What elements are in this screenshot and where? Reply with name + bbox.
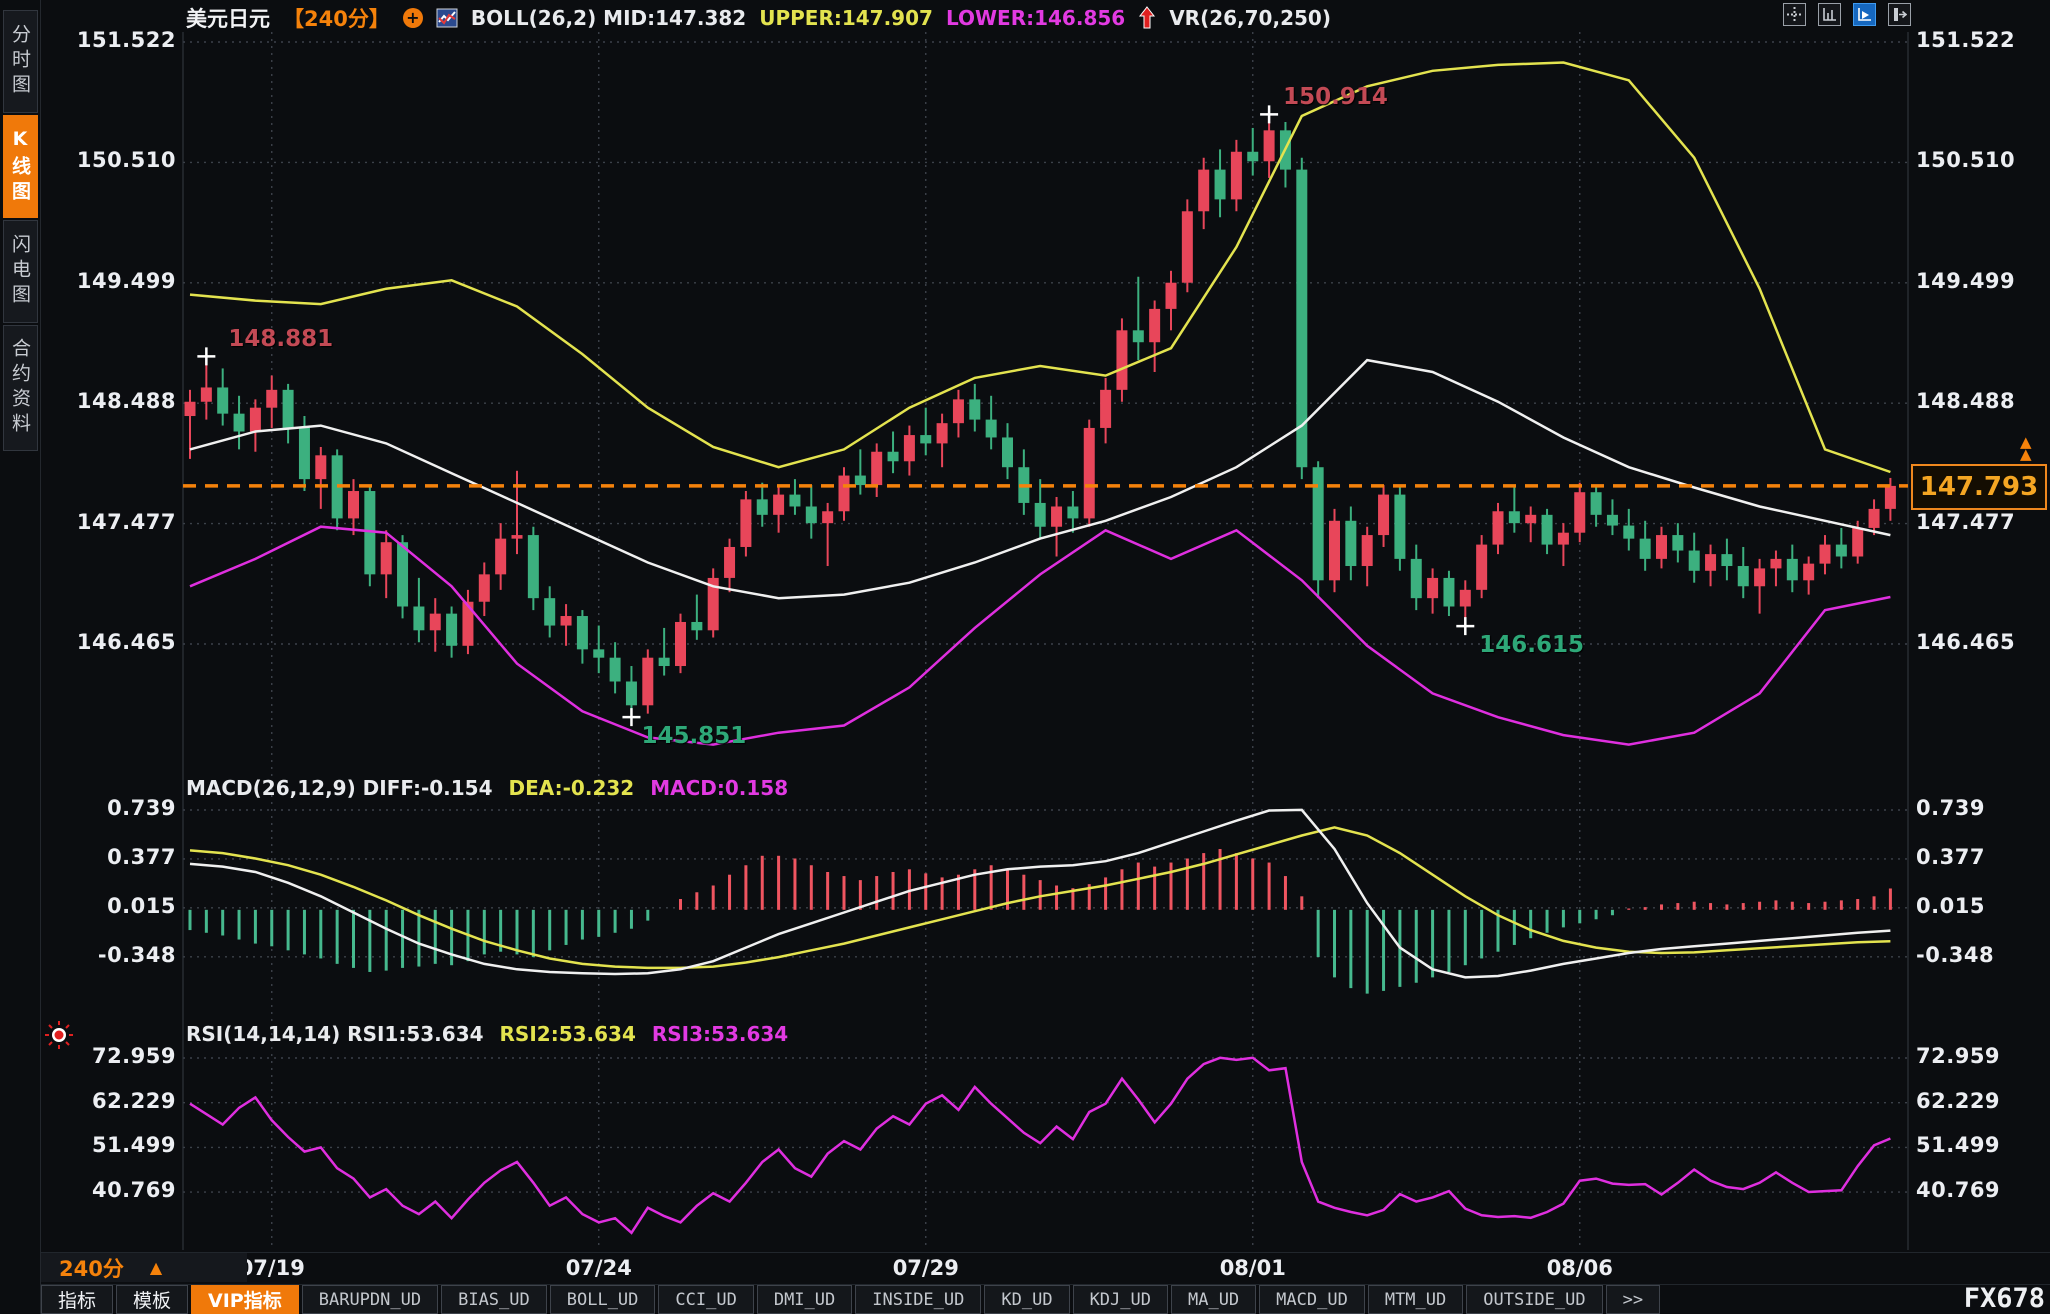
macd-histogram	[188, 849, 1892, 994]
y-axis-label: 146.465	[76, 629, 176, 654]
y-axis-label: 40.769	[91, 1178, 176, 1203]
y-axis-label: 0.015	[1916, 893, 1985, 918]
tab-CCI_UD[interactable]: CCI_UD	[658, 1285, 754, 1314]
crosshair-icon[interactable]	[1783, 3, 1806, 26]
bollinger-bands	[189, 61, 1891, 746]
y-axis-label: 150.510	[76, 148, 176, 173]
y-axis-label: 0.739	[1916, 796, 1985, 820]
mini-chart-icon	[436, 7, 458, 29]
rsi2-readout: RSI2:53.634	[499, 1022, 636, 1046]
price-annotation: 145.851	[641, 723, 747, 750]
x-axis-date: 07/24	[565, 1256, 632, 1280]
rsi3-readout: RSI3:53.634	[651, 1022, 789, 1046]
price-tag-arrows-icon: ▲ ▲	[2020, 433, 2032, 463]
tab-BIAS_UD[interactable]: BIAS_UD	[441, 1285, 547, 1314]
sidebar-item-2[interactable]: K线图	[3, 115, 38, 218]
y-axis-label: 150.510	[1916, 148, 2016, 173]
x-axis-date: 07/19	[238, 1256, 305, 1280]
tab-VIP指标[interactable]: VIP指标	[191, 1285, 299, 1314]
x-axis-date: 07/29	[892, 1256, 959, 1280]
chart-toolbar	[1783, 3, 1911, 26]
header-indicator-bar: 美元日元 【240分】 + BOLL(26,2) MID:147.382 UPP…	[186, 4, 1331, 32]
y-axis-label: 72.959	[1916, 1044, 2001, 1068]
chevron-up-icon: ▲	[149, 1258, 163, 1277]
y-axis-label: 149.499	[1916, 268, 2016, 293]
y-axis-label: 0.015	[107, 893, 176, 918]
add-indicator-icon[interactable]: +	[402, 8, 423, 28]
tab->>[interactable]: >>	[1605, 1285, 1661, 1314]
sidebar-item-1[interactable]: 分时图	[3, 10, 38, 113]
macd-value-readout: MACD:0.158	[650, 776, 789, 800]
y-axis-label: 51.499	[1916, 1133, 2001, 1158]
y-axis-label: 151.522	[1916, 28, 2016, 52]
y-axis-label: 51.499	[91, 1133, 176, 1158]
current-price-tag: 147.793	[1911, 464, 2047, 510]
y-axis-label: 62.229	[91, 1088, 176, 1113]
macd-title: MACD(26,12,9) DIFF:-0.154	[186, 776, 493, 800]
tab-BARUPDN_UD[interactable]: BARUPDN_UD	[301, 1285, 439, 1314]
symbol-title: 美元日元	[186, 7, 270, 31]
macd-dea-readout: DEA:-0.232	[508, 776, 635, 800]
sidebar-chart-types: 分时图 K线图 闪电图 合约资料	[0, 0, 41, 1314]
tab-模板[interactable]: 模板	[116, 1285, 189, 1314]
y-axis-label: 0.739	[107, 796, 176, 820]
macd-header: MACD(26,12,9) DIFF:-0.154 DEA:-0.232 MAC…	[186, 776, 788, 800]
bar-shift-icon[interactable]	[1888, 3, 1911, 26]
rsi-line	[189, 1056, 1891, 1235]
y-axis-label: 0.377	[107, 844, 176, 869]
y-axis-label: 149.499	[76, 268, 176, 293]
tab-MTM_UD[interactable]: MTM_UD	[1367, 1285, 1464, 1314]
axis-scale-icon[interactable]	[1818, 3, 1841, 26]
tab-MACD_UD[interactable]: MACD_UD	[1259, 1285, 1365, 1314]
sidebar-item-3[interactable]: 闪电图	[3, 220, 38, 323]
y-axis-label: 147.477	[1916, 509, 2016, 534]
brand-watermark: FX678	[1963, 1283, 2045, 1314]
x-axis-date: 08/06	[1546, 1256, 1613, 1280]
period-label: 【240分】	[283, 7, 390, 31]
y-axis-label: -0.348	[1916, 942, 1995, 967]
tab-OUTSIDE_UD[interactable]: OUTSIDE_UD	[1466, 1285, 1603, 1314]
y-axis-label: -0.348	[97, 942, 176, 967]
y-axis-label: 0.377	[1916, 844, 1985, 869]
y-axis-label: 146.465	[1916, 629, 2016, 654]
y-axis-label: 147.477	[76, 509, 176, 534]
axis-play-icon[interactable]	[1853, 3, 1876, 26]
price-annotation: 148.881	[228, 326, 334, 353]
boll-lower-readout: LOWER:146.856	[945, 6, 1126, 30]
y-axis-label: 148.488	[1916, 389, 2016, 414]
y-axis-label: 72.959	[91, 1044, 176, 1068]
alert-dot-icon[interactable]	[44, 1020, 74, 1054]
period-value: 240分	[59, 1256, 124, 1281]
x-axis-date: 08/01	[1219, 1256, 1286, 1280]
indicator-tabbar: 指标 模板 VIP指标 BARUPDN_UD BIAS_UD BOLL_UD CCI_UD D…	[41, 1285, 1663, 1314]
rsi1-readout: RSI(14,14,14) RSI1:53.634	[186, 1022, 484, 1046]
boll-upper-readout: UPPER:147.907	[759, 6, 933, 30]
tab-指标[interactable]: 指标	[41, 1285, 114, 1314]
tab-DMI_UD[interactable]: DMI_UD	[756, 1285, 853, 1314]
tab-INSIDE_UD[interactable]: INSIDE_UD	[855, 1285, 982, 1314]
period-selector[interactable]: 240分 ▲	[41, 1253, 247, 1282]
price-annotation: 146.615	[1479, 632, 1585, 659]
rsi-header: RSI(14,14,14) RSI1:53.634 RSI2:53.634 RS…	[186, 1022, 788, 1046]
y-axis-label: 40.769	[1916, 1178, 2001, 1203]
vr-readout: VR(26,70,250)	[1169, 6, 1331, 30]
macd-lines	[189, 808, 1891, 979]
tab-BOLL_UD[interactable]: BOLL_UD	[549, 1285, 656, 1314]
arrow-up-icon	[1138, 6, 1156, 30]
tab-KDJ_UD[interactable]: KDJ_UD	[1072, 1285, 1168, 1314]
sidebar-item-4[interactable]: 合约资料	[3, 325, 38, 451]
candlestick-series	[184, 114, 1896, 718]
y-axis-label: 151.522	[76, 28, 176, 52]
y-axis-label: 148.488	[76, 389, 176, 414]
price-annotation: 150.914	[1283, 84, 1388, 111]
tab-MA_UD[interactable]: MA_UD	[1170, 1285, 1257, 1314]
boll-readout: BOLL(26,2) MID:147.382	[470, 6, 747, 30]
y-axis-label: 62.229	[1916, 1088, 2001, 1113]
tab-KD_UD[interactable]: KD_UD	[984, 1285, 1070, 1314]
